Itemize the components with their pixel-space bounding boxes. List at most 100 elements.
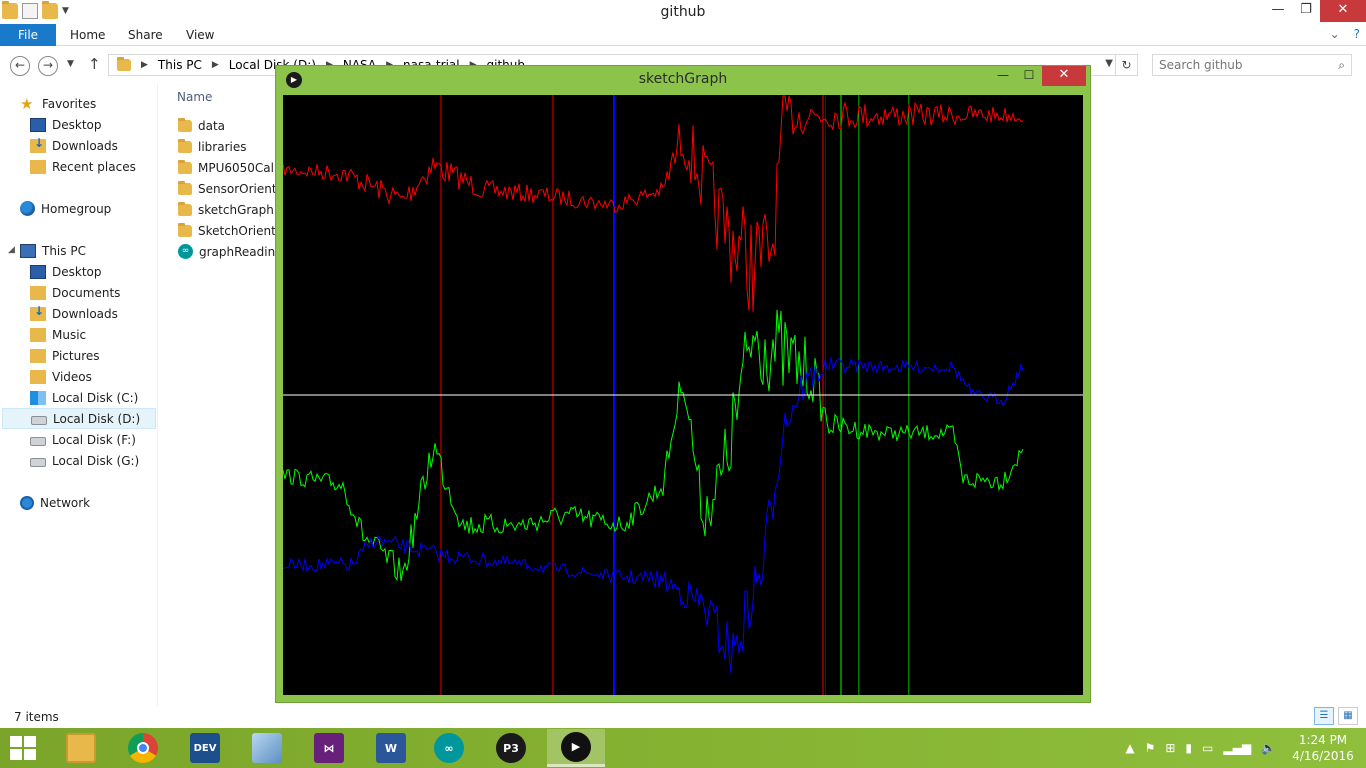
- back-button[interactable]: ←: [10, 56, 30, 76]
- file-item[interactable]: SensorOrientat: [178, 178, 289, 199]
- window-controls: — ❐ ✕: [1264, 0, 1366, 22]
- clock-date: 4/16/2016: [1292, 749, 1354, 763]
- nav-homegroup[interactable]: Homegroup: [20, 198, 111, 219]
- nav-item-pictures[interactable]: Pictures: [30, 345, 100, 366]
- taskbar-p3[interactable]: P3: [482, 729, 540, 767]
- display-icon[interactable]: ▭: [1202, 741, 1214, 755]
- nav-this-pc[interactable]: This PC: [20, 240, 86, 261]
- sketch-window-title: sketchGraph: [638, 71, 728, 87]
- close-button[interactable]: ✕: [1320, 0, 1366, 22]
- tab-file[interactable]: File: [0, 24, 56, 46]
- taskbar-word[interactable]: W: [362, 729, 420, 767]
- forward-button[interactable]: →: [38, 56, 58, 76]
- file-item[interactable]: SketchOrientat: [178, 220, 288, 241]
- nav-item-desktop[interactable]: Desktop: [30, 261, 102, 282]
- folder-icon[interactable]: [2, 1, 18, 19]
- taskbar-chrome[interactable]: [114, 729, 172, 767]
- search-input[interactable]: [1159, 57, 1329, 73]
- drive-icon: [30, 457, 46, 467]
- file-item[interactable]: data: [178, 115, 225, 136]
- search-icon[interactable]: ⌕: [1338, 58, 1345, 72]
- nav-item-local-disk-d[interactable]: Local Disk (D:): [2, 408, 156, 429]
- maximize-button[interactable]: ❐: [1300, 2, 1312, 17]
- refresh-button[interactable]: ↻: [1115, 55, 1137, 75]
- tab-home[interactable]: Home: [70, 28, 106, 42]
- taskbar-sketch-running[interactable]: ▶: [547, 729, 605, 767]
- start-button[interactable]: [10, 736, 38, 762]
- taskbar: DEV ⋈ W ∞ P3 ▶ ▲ ⚑ ⊞ ▮ ▭ ▂▄▆ 🔈 1:24 PM 4…: [0, 728, 1366, 768]
- minimize-button[interactable]: —: [1271, 2, 1285, 17]
- new-folder-icon[interactable]: [42, 1, 58, 19]
- nav-item-local-disk-f[interactable]: Local Disk (F:): [30, 429, 136, 450]
- breadcrumb-separator: ▶: [141, 60, 148, 70]
- nav-label: Favorites: [42, 96, 97, 111]
- nav-network[interactable]: Network: [20, 492, 90, 513]
- nav-label: Pictures: [52, 348, 100, 363]
- windows-drive-icon: [30, 390, 46, 405]
- nav-favorites[interactable]: ★ Favorites: [20, 93, 96, 114]
- taskbar-arduino[interactable]: ∞: [420, 729, 478, 767]
- music-icon: [30, 327, 46, 342]
- system-tray: ▲ ⚑ ⊞ ▮ ▭ ▂▄▆ 🔈 1:24 PM 4/16/2016: [1125, 728, 1366, 768]
- taskbar-dev-cpp[interactable]: DEV: [176, 729, 234, 767]
- up-button[interactable]: ↑: [88, 55, 101, 73]
- taskbar-file-explorer[interactable]: [52, 729, 110, 767]
- address-dropdown-icon[interactable]: ▼: [1105, 58, 1113, 69]
- minimize-button[interactable]: —: [997, 68, 1009, 82]
- nav-item-videos[interactable]: Videos: [30, 366, 92, 387]
- visual-studio-icon: ⋈: [314, 733, 344, 763]
- help-icon[interactable]: ?: [1353, 27, 1360, 41]
- file-item[interactable]: sketchGraph: [178, 199, 274, 220]
- nav-item-downloads[interactable]: Downloads: [30, 135, 118, 156]
- nav-label: Videos: [52, 369, 92, 384]
- file-item[interactable]: libraries: [178, 136, 246, 157]
- nav-item-documents[interactable]: Documents: [30, 282, 120, 303]
- nav-label: Recent places: [52, 159, 136, 174]
- navigation-pane: ★ Favorites Desktop Downloads Recent pla…: [0, 84, 158, 706]
- windows-icon[interactable]: ⊞: [1165, 741, 1176, 755]
- recent-locations-icon[interactable]: ▼: [67, 59, 74, 69]
- nav-item-recent-places[interactable]: Recent places: [30, 156, 136, 177]
- nav-label: Network: [40, 495, 91, 510]
- videos-icon: [30, 369, 46, 384]
- properties-icon[interactable]: [22, 3, 38, 19]
- file-item[interactable]: MPU6050Calib: [178, 157, 285, 178]
- volume-icon[interactable]: 🔈: [1261, 741, 1276, 755]
- windows-logo-part: [24, 736, 36, 747]
- nav-item-desktop[interactable]: Desktop: [30, 114, 102, 135]
- processing-play-icon: ▶: [561, 731, 591, 762]
- tab-view[interactable]: View: [186, 28, 215, 42]
- large-icons-view-button[interactable]: ▦: [1338, 707, 1358, 725]
- nav-label: Downloads: [52, 306, 118, 321]
- search-box[interactable]: ⌕: [1152, 54, 1352, 76]
- network-signal-icon[interactable]: ▂▄▆: [1223, 741, 1252, 755]
- sketch-canvas[interactable]: [283, 95, 1083, 695]
- nav-item-music[interactable]: Music: [30, 324, 86, 345]
- explorer-titlebar: ▼ github — ❐ ✕: [0, 0, 1366, 24]
- chevron-down-icon[interactable]: ▼: [62, 6, 69, 16]
- details-view-button[interactable]: ☰: [1314, 707, 1334, 725]
- taskbar-virtualbox[interactable]: [238, 729, 296, 767]
- nav-item-local-disk-c[interactable]: Local Disk (C:): [30, 387, 138, 408]
- maximize-button[interactable]: ☐: [1023, 68, 1035, 82]
- battery-icon[interactable]: ▮: [1185, 741, 1193, 755]
- clock[interactable]: 1:24 PM 4/16/2016: [1286, 732, 1360, 764]
- breadcrumb-this-pc[interactable]: This PC: [157, 58, 202, 72]
- tab-share[interactable]: Share: [128, 28, 163, 42]
- taskbar-visual-studio[interactable]: ⋈: [300, 729, 358, 767]
- nav-item-local-disk-g[interactable]: Local Disk (G:): [30, 450, 139, 471]
- file-item[interactable]: ∞ graphReadings: [178, 241, 289, 262]
- show-hidden-icons-icon[interactable]: ▲: [1125, 741, 1135, 755]
- nav-item-downloads[interactable]: Downloads: [30, 303, 118, 324]
- close-button[interactable]: ✕: [1042, 66, 1086, 86]
- pictures-icon: [30, 348, 46, 363]
- drive-icon: [31, 415, 47, 425]
- folder-icon: [178, 117, 192, 132]
- flag-icon[interactable]: ⚑: [1144, 741, 1156, 755]
- file-name: sketchGraph: [198, 202, 274, 217]
- column-header-name[interactable]: Name: [177, 90, 213, 104]
- downloads-icon: [30, 304, 46, 321]
- chevron-down-icon[interactable]: ◢: [8, 245, 15, 255]
- file-name: data: [198, 118, 226, 133]
- expand-ribbon-icon[interactable]: ⌄: [1329, 27, 1340, 41]
